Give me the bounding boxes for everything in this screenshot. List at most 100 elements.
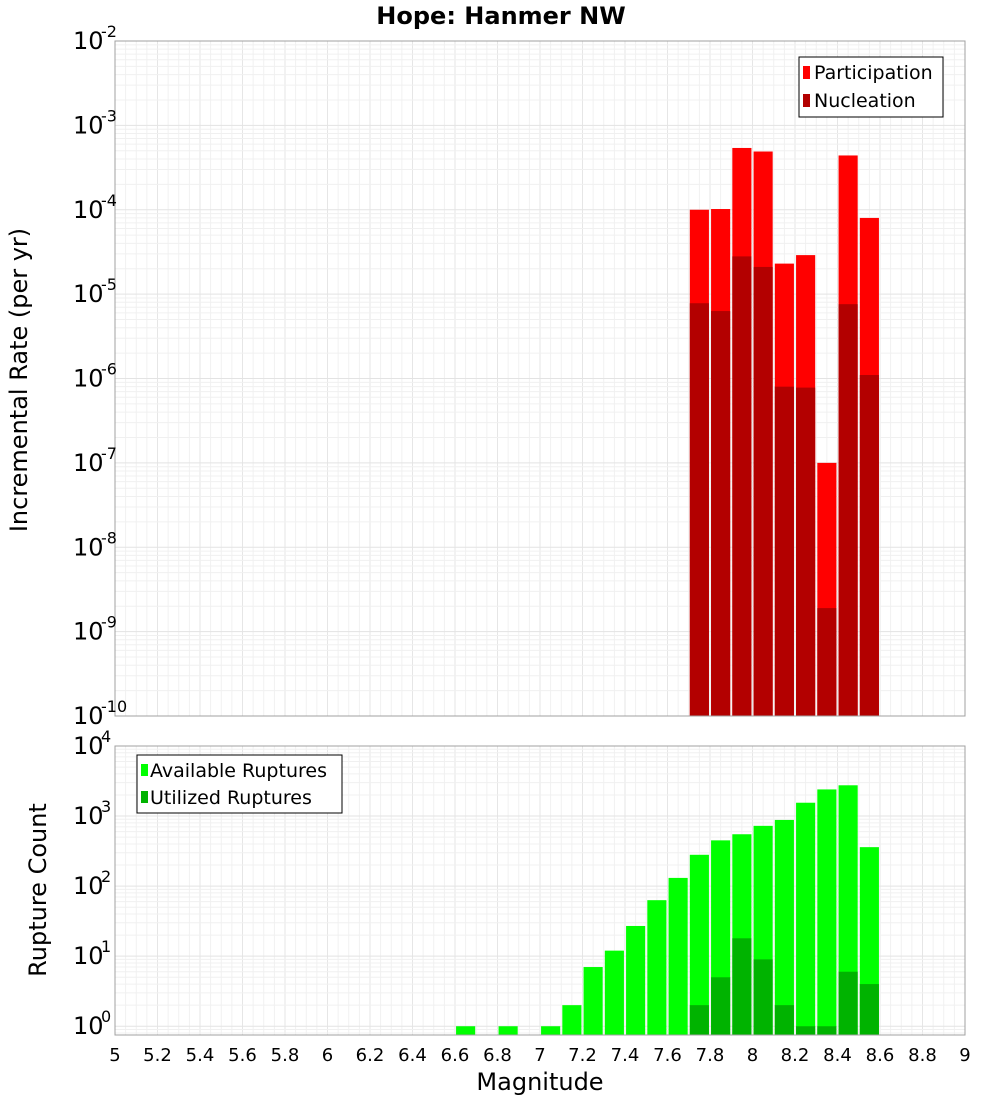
x-tick-label: 5.2 bbox=[143, 1045, 172, 1066]
x-tick-label: 9 bbox=[959, 1045, 970, 1066]
utilized-ruptures-bar bbox=[838, 971, 858, 1035]
nucleation-bar bbox=[732, 256, 752, 716]
nucleation-legend-label: Nucleation bbox=[814, 90, 916, 112]
top-y-tick-exponent: -2 bbox=[101, 22, 117, 41]
available-ruptures-bar bbox=[583, 967, 603, 1035]
nucleation-bar bbox=[859, 375, 879, 716]
utilized-ruptures-bar bbox=[689, 1005, 709, 1035]
nucleation-bar bbox=[838, 304, 858, 716]
available-ruptures-swatch bbox=[141, 764, 148, 776]
x-ticks: 5 5.2 5.4 5.6 5.8 6 6.2 6.4 6.6 6.8 7 7.2 7.4 7.6 7.8 8… bbox=[109, 1045, 970, 1066]
top-y-tick-label: 10 bbox=[73, 111, 104, 139]
top-plot-border bbox=[114, 40, 966, 717]
top-y-tick-exponent: -10 bbox=[101, 697, 127, 716]
bottom-y-tick-label: 10 bbox=[73, 732, 104, 760]
x-tick-label: 8.6 bbox=[866, 1045, 895, 1066]
top-y-tick-exponent: -7 bbox=[101, 444, 117, 463]
utilized-ruptures-bar bbox=[796, 1026, 816, 1035]
top-y-tick-exponent: -4 bbox=[101, 191, 117, 210]
top-y-tick-label: 10 bbox=[73, 618, 104, 646]
x-axis-label: Magnitude bbox=[476, 1068, 603, 1096]
top-bars bbox=[689, 147, 879, 716]
available-ruptures-bar bbox=[647, 900, 667, 1035]
top-y-tick-label: 10 bbox=[73, 27, 104, 55]
top-y-tick-exponent: -8 bbox=[101, 528, 117, 547]
x-tick-label: 6.2 bbox=[356, 1045, 385, 1066]
top-y-tick-label: 10 bbox=[73, 702, 104, 730]
utilized-ruptures-bar bbox=[753, 959, 773, 1035]
nucleation-swatch bbox=[803, 94, 810, 107]
bottom-y-tick-label: 10 bbox=[73, 942, 104, 970]
x-tick-label: 8.2 bbox=[781, 1045, 810, 1066]
bottom-y-axis-label: Rupture Count bbox=[24, 803, 52, 977]
nucleation-bar bbox=[817, 608, 837, 716]
available-ruptures-bar bbox=[817, 789, 837, 1035]
top-y-tick-label: 10 bbox=[73, 365, 104, 393]
available-ruptures-bar bbox=[796, 802, 816, 1035]
top-y-tick-label: 10 bbox=[73, 533, 104, 561]
chart-title: Hope: Hanmer NW bbox=[376, 2, 625, 30]
x-tick-label: 7.6 bbox=[653, 1045, 682, 1066]
available-ruptures-legend-label: Available Ruptures bbox=[150, 760, 327, 782]
participation-swatch bbox=[803, 66, 810, 79]
bottom-legend-box bbox=[136, 754, 343, 814]
top-grid bbox=[114, 41, 966, 717]
bottom-y-tick-exponent: 4 bbox=[101, 727, 111, 746]
top-legend: Participation Nucleation bbox=[798, 56, 944, 118]
top-y-tick-exponent: -3 bbox=[101, 106, 117, 125]
top-legend-box bbox=[798, 56, 944, 118]
bottom-y-tick-label: 10 bbox=[73, 872, 104, 900]
bottom-y-tick-exponent: 0 bbox=[101, 1007, 111, 1026]
x-tick-label: 5.6 bbox=[228, 1045, 257, 1066]
x-tick-label: 6 bbox=[322, 1045, 333, 1066]
top-y-ticks: 10-210-310-410-510-610-710-810-910-10 bbox=[73, 22, 127, 730]
available-ruptures-bar bbox=[456, 1026, 476, 1035]
x-tick-label: 5 bbox=[109, 1045, 120, 1066]
utilized-ruptures-bar bbox=[732, 938, 752, 1035]
available-ruptures-bar bbox=[689, 854, 709, 1035]
top-y-tick-label: 10 bbox=[73, 280, 104, 308]
x-tick-label: 7.8 bbox=[696, 1045, 725, 1066]
x-tick-label: 7.4 bbox=[611, 1045, 640, 1066]
bottom-y-tick-exponent: 1 bbox=[101, 937, 111, 956]
x-tick-label: 7.2 bbox=[568, 1045, 597, 1066]
available-ruptures-bar bbox=[562, 1005, 582, 1035]
available-ruptures-bar bbox=[498, 1026, 518, 1035]
x-tick-label: 6.8 bbox=[483, 1045, 512, 1066]
available-ruptures-bar bbox=[626, 925, 646, 1035]
available-ruptures-bar bbox=[604, 950, 624, 1035]
nucleation-bar bbox=[753, 266, 773, 716]
top-y-axis-label: Incremental Rate (per yr) bbox=[5, 228, 33, 532]
utilized-ruptures-bar bbox=[711, 977, 731, 1035]
top-y-tick-exponent: -6 bbox=[101, 360, 117, 379]
x-tick-label: 6.4 bbox=[398, 1045, 427, 1066]
top-panel: 10-210-310-410-510-610-710-810-910-10 In… bbox=[5, 22, 966, 730]
top-y-tick-exponent: -5 bbox=[101, 275, 117, 294]
nucleation-bar bbox=[774, 386, 794, 716]
bottom-plot-border bbox=[114, 745, 966, 1036]
x-tick-label: 5.8 bbox=[271, 1045, 300, 1066]
nucleation-bar bbox=[796, 387, 816, 716]
top-y-tick-label: 10 bbox=[73, 449, 104, 477]
bottom-legend: Available Ruptures Utilized Ruptures bbox=[136, 754, 343, 814]
x-tick-label: 6.6 bbox=[441, 1045, 470, 1066]
bottom-y-tick-label: 10 bbox=[73, 1012, 104, 1040]
utilized-ruptures-bar bbox=[817, 1026, 837, 1035]
nucleation-bar bbox=[711, 311, 731, 716]
utilized-ruptures-bar bbox=[859, 984, 879, 1035]
top-y-tick-exponent: -9 bbox=[101, 613, 117, 632]
bottom-y-tick-exponent: 2 bbox=[101, 867, 111, 886]
available-ruptures-bar bbox=[668, 877, 688, 1035]
available-ruptures-bar bbox=[774, 819, 794, 1035]
utilized-ruptures-legend-label: Utilized Ruptures bbox=[150, 787, 312, 809]
bottom-bars bbox=[456, 785, 879, 1035]
utilized-ruptures-bar bbox=[774, 1005, 794, 1035]
x-tick-label: 8.4 bbox=[823, 1045, 852, 1066]
available-ruptures-bar bbox=[541, 1026, 561, 1035]
x-tick-label: 5.4 bbox=[186, 1045, 215, 1066]
bottom-y-tick-label: 10 bbox=[73, 802, 104, 830]
x-tick-label: 7 bbox=[534, 1045, 545, 1066]
